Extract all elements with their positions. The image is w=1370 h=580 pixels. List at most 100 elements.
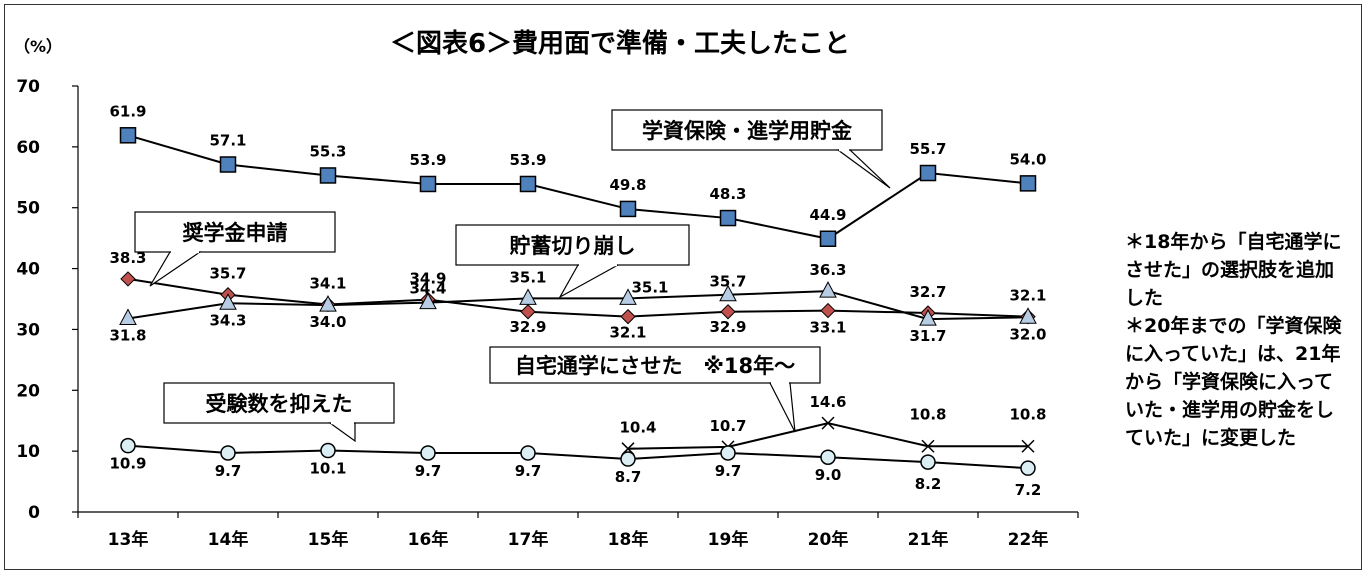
data-label: 10.4 <box>619 419 656 437</box>
legend-callout: 学資保険・進学用貯金 <box>611 109 891 189</box>
data-point-triangle <box>919 309 937 326</box>
x-tick-label: 17年 <box>508 529 549 550</box>
data-label: 31.8 <box>109 326 146 344</box>
legend-label: 奨学金申請 <box>183 221 288 245</box>
data-point-triangle <box>319 295 337 312</box>
data-point-x <box>821 416 835 430</box>
data-point-triangle <box>619 288 637 305</box>
data-label: 32.0 <box>1009 325 1046 343</box>
data-label: 53.9 <box>409 151 446 169</box>
data-label: 35.7 <box>709 273 746 291</box>
data-point-circle <box>420 445 436 461</box>
x-tick-label: 15年 <box>308 529 349 550</box>
data-label: 38.3 <box>109 249 146 267</box>
y-tick-label: 40 <box>16 260 40 280</box>
data-point-circle <box>620 451 636 467</box>
data-label: 33.1 <box>809 319 846 337</box>
x-tick-label: 14年 <box>208 529 249 550</box>
data-label: 61.9 <box>109 102 146 120</box>
data-label: 32.1 <box>1009 287 1046 305</box>
x-tick-label: 20年 <box>808 529 849 550</box>
x-tick-label: 13年 <box>108 529 149 550</box>
data-label: 34.9 <box>409 270 446 288</box>
data-label: 32.7 <box>909 283 946 301</box>
data-label: 35.1 <box>631 278 668 296</box>
data-label: 48.3 <box>709 185 746 203</box>
data-point-circle <box>1020 460 1036 476</box>
data-label: 9.0 <box>815 466 842 484</box>
y-tick-label: 50 <box>16 199 40 219</box>
data-point-diamond <box>820 302 836 319</box>
y-tick-label: 0 <box>28 503 40 523</box>
chart-title: ＜図表6＞費用面で準備・工夫したこと <box>390 28 850 59</box>
y-tick-label: 70 <box>16 77 40 97</box>
data-point-square <box>719 209 737 227</box>
y-axis-label: （%） <box>14 37 62 56</box>
data-point-triangle <box>819 281 837 298</box>
data-label: 8.7 <box>615 468 642 486</box>
series-line <box>127 277 1029 318</box>
data-point-triangle <box>219 293 237 310</box>
data-point-triangle <box>119 308 137 325</box>
x-tick-label: 21年 <box>908 529 949 550</box>
data-label: 35.1 <box>509 268 546 286</box>
data-point-square <box>1019 175 1037 192</box>
data-label: 34.3 <box>209 311 246 329</box>
chart-frame <box>4 4 1362 570</box>
data-point-x <box>921 439 935 453</box>
data-point-circle <box>720 445 736 461</box>
data-point-square <box>819 230 837 248</box>
data-point-triangle <box>1019 307 1037 324</box>
legend-label: 貯蓄切り崩し <box>510 234 636 258</box>
data-label: 8.2 <box>915 475 942 493</box>
data-label: 55.3 <box>309 142 346 160</box>
data-label: 9.7 <box>515 462 542 480</box>
data-label: 55.7 <box>909 140 946 158</box>
data-label: 32.1 <box>609 324 646 342</box>
data-point-diamond <box>120 271 136 287</box>
data-label: 14.6 <box>809 393 846 411</box>
series-line <box>127 444 1029 470</box>
data-point-square <box>219 156 237 173</box>
data-point-diamond <box>520 304 536 320</box>
data-label: 7.2 <box>1015 481 1042 499</box>
data-label: 9.7 <box>415 462 442 480</box>
data-label: 10.8 <box>909 405 946 423</box>
data-label: 34.1 <box>309 274 346 292</box>
data-point-circle <box>820 449 836 465</box>
data-label: 49.8 <box>609 176 646 194</box>
data-point-diamond <box>720 304 736 320</box>
data-point-square <box>419 175 437 193</box>
data-label: 32.9 <box>709 318 746 336</box>
chart-note: ＊18年から「自宅通学にさせた」の選択肢を追加した ＊20年までの「学資保険に入… <box>1125 231 1342 449</box>
data-label: 44.9 <box>809 206 846 224</box>
y-tick-label: 60 <box>16 138 40 158</box>
data-point-triangle <box>519 288 537 305</box>
y-tick-label: 30 <box>16 320 40 340</box>
data-point-circle <box>920 454 936 470</box>
data-point-square <box>319 167 337 184</box>
legend-label: 自宅通学にさせた ※18年～ <box>515 354 795 378</box>
x-tick-label: 18年 <box>608 529 649 550</box>
data-label: 10.7 <box>709 417 746 435</box>
data-label: 54.0 <box>1009 150 1046 168</box>
data-point-square <box>519 175 537 193</box>
data-point-square <box>119 127 137 144</box>
data-label: 53.9 <box>509 151 546 169</box>
series-line <box>627 422 1028 450</box>
data-point-square <box>919 164 937 182</box>
data-label: 36.3 <box>809 261 846 279</box>
legend-callout: 貯蓄切り崩し <box>455 224 690 299</box>
data-label: 34.4 <box>409 280 446 298</box>
y-tick-label: 20 <box>16 381 40 401</box>
data-label: 34.0 <box>309 313 346 331</box>
legend-callout: 奨学金申請 <box>134 211 336 287</box>
y-tick-label: 10 <box>16 442 40 462</box>
data-label: 10.1 <box>309 460 346 478</box>
legend-callout: 受験数を抑えた <box>163 382 395 443</box>
data-label: 10.9 <box>109 455 146 473</box>
x-tick-label: 19年 <box>708 529 749 550</box>
legend-label: 学資保険・進学用貯金 <box>642 119 853 143</box>
data-point-triangle <box>719 284 737 302</box>
x-tick-label: 22年 <box>1008 529 1049 550</box>
